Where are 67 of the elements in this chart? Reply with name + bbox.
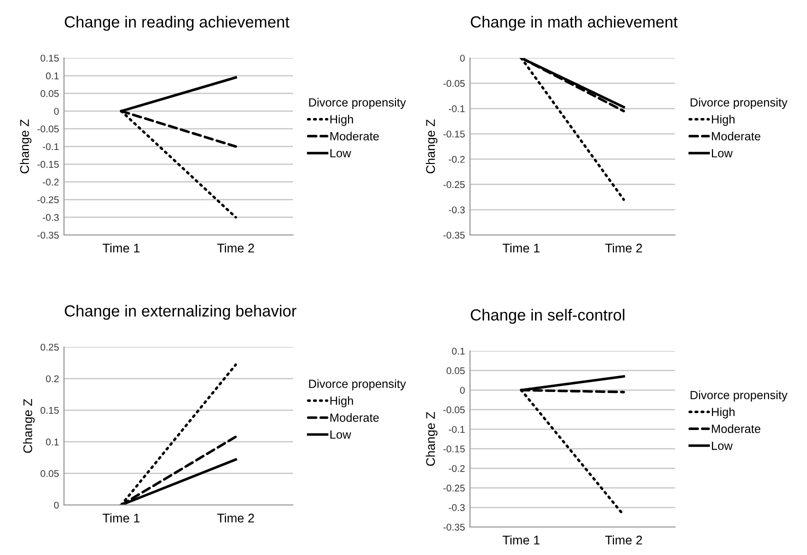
y-tick-label: -0.25: [37, 196, 59, 204]
y-tick-label: -0.05: [443, 80, 465, 87]
legend-title: Divorce propensity: [309, 379, 406, 390]
y-tick-label: 0: [460, 54, 465, 62]
y-axis-title: Change Z: [23, 398, 35, 453]
x-tick-label: Time 1: [102, 243, 140, 253]
y-tick-label: -0.35: [37, 232, 59, 239]
y-tick-label: -0.15: [443, 130, 465, 138]
legend-label: Low: [330, 430, 352, 439]
legend-label: Moderate: [712, 132, 760, 140]
y-tick-label: 0: [54, 502, 59, 509]
chart-title: Change in reading achievement: [64, 16, 290, 31]
y-tick-label: -0.3: [448, 206, 465, 214]
legend-label: High: [712, 407, 734, 418]
legend-label: High: [330, 396, 353, 408]
legend-label: Low: [712, 442, 733, 450]
y-tick-label: -0.25: [443, 484, 465, 492]
legend-label: High: [330, 114, 353, 126]
y-tick-label: -0.05: [443, 406, 465, 414]
legend-label: High: [712, 114, 734, 126]
legend-label: Low: [330, 149, 352, 158]
y-tick-label: -0.2: [448, 156, 465, 163]
legend-label: Moderate: [330, 132, 379, 140]
y-tick-label: 0.15: [40, 54, 59, 62]
chart-title: Change in externalizing behavior: [64, 304, 296, 320]
legend-title: Divorce propensity: [309, 98, 406, 109]
y-tick-label: 0.25: [40, 344, 59, 351]
y-tick-label: -0.3: [42, 214, 59, 221]
y-tick-label: -0.3: [448, 504, 465, 512]
y-axis-title: Change Z: [426, 412, 438, 466]
y-tick-label: -0.25: [443, 181, 465, 188]
y-tick-label: -0.05: [37, 126, 59, 132]
x-tick-label: Time 2: [605, 535, 642, 545]
y-tick-label: 0: [460, 386, 465, 394]
y-tick-label: -0.1: [42, 143, 59, 150]
y-tick-label: -0.2: [448, 465, 465, 472]
y-tick-label: 0.05: [40, 470, 59, 478]
y-tick-label: 0.2: [46, 375, 59, 382]
x-tick-label: Time 1: [502, 243, 540, 253]
y-tick-label: -0.35: [443, 232, 465, 239]
x-tick-label: Time 2: [217, 513, 254, 523]
y-tick-label: -0.15: [443, 446, 465, 452]
y-tick-label: -0.35: [443, 524, 465, 531]
y-tick-label: 0.1: [46, 72, 59, 80]
chart-title: Change in math achievement: [470, 16, 678, 31]
y-tick-label: 0.1: [46, 438, 59, 446]
y-tick-label: -0.1: [448, 426, 465, 433]
x-tick-label: Time 1: [102, 513, 140, 523]
y-tick-label: -0.15: [37, 160, 59, 168]
y-tick-label: 0.05: [40, 90, 59, 98]
legend-label: Moderate: [330, 413, 379, 422]
y-axis-title: Change Z: [426, 119, 438, 174]
y-axis-title: Change Z: [20, 119, 32, 174]
y-tick-label: 0.05: [446, 367, 465, 374]
legend-label: Low: [712, 149, 733, 158]
y-tick-label: 0: [54, 108, 59, 115]
y-tick-label: -0.2: [42, 178, 59, 186]
legend-label: Moderate: [712, 424, 760, 434]
chart-title: Change in self-control: [470, 308, 624, 324]
legend-title: Divorce propensity: [690, 98, 788, 109]
x-tick-label: Time 1: [502, 535, 540, 545]
legend-title: Divorce propensity: [690, 390, 788, 402]
y-tick-label: 0.1: [452, 348, 465, 355]
y-tick-label: -0.1: [448, 105, 465, 112]
x-tick-label: Time 2: [605, 243, 642, 253]
y-tick-label: 0.15: [40, 406, 59, 414]
x-tick-label: Time 2: [217, 243, 254, 253]
